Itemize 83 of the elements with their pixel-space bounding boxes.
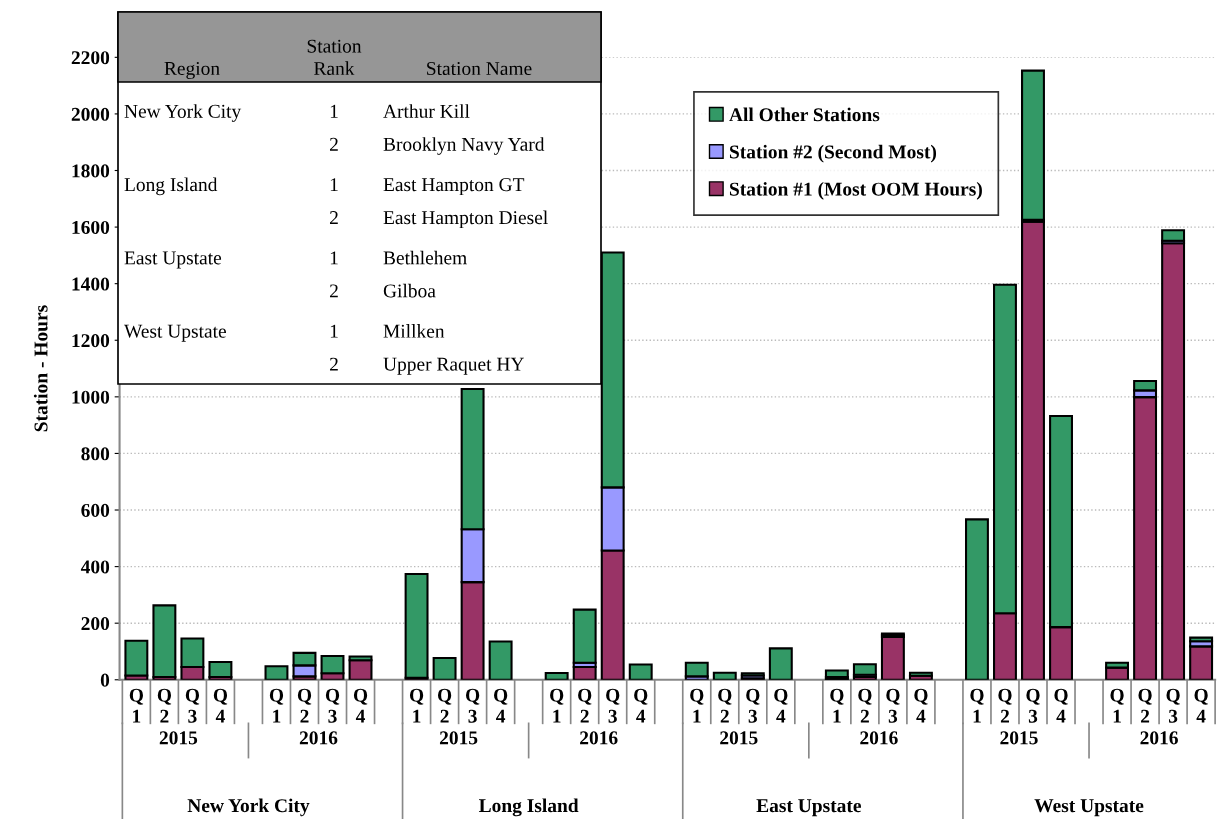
x-tick-label: Q 3	[886, 688, 900, 723]
y-tick-label: 2000	[71, 107, 110, 121]
text: 2015	[720, 731, 758, 745]
text: 2015	[439, 731, 478, 745]
annotation: East Hampton GT	[383, 178, 525, 196]
x-tick-label: Q 2	[998, 688, 1012, 723]
text: 2016	[1140, 731, 1178, 745]
annotation: New York City	[124, 104, 242, 122]
x-tick-label: Q 3	[185, 688, 200, 723]
x-tick-label: Q 4	[914, 688, 928, 723]
legend-label: All Other Stations	[729, 107, 880, 122]
y-tick-label: 600	[81, 503, 110, 517]
y-tick-label: 1400	[72, 277, 110, 291]
text: 2015	[1000, 731, 1038, 745]
annotation: 1	[330, 251, 338, 265]
x-tick-label: Q 4	[353, 688, 368, 723]
x-tick-label: Q 3	[746, 688, 760, 723]
legend-label: Station #2 (Second Most)	[729, 144, 937, 163]
y-tick-label: 0	[100, 673, 110, 687]
text: West Upstate	[1034, 799, 1144, 817]
x-tick-label: Q 2	[437, 688, 452, 723]
text: 2016	[860, 731, 898, 745]
x-tick-label: Q 3	[465, 688, 480, 723]
x-tick-label: Q 3	[325, 688, 340, 723]
x-tick-label: Q 1	[129, 688, 144, 723]
annotation: Upper Raquet HY	[383, 357, 524, 375]
annotation: 1	[330, 104, 338, 118]
x-tick-label: Q 2	[718, 688, 732, 723]
x-tick-label: Q 2	[1138, 688, 1152, 723]
text: New York City	[187, 798, 310, 817]
annotation: Long Island	[124, 177, 218, 196]
x-tick-label: Q 2	[297, 688, 312, 723]
y-tick-label: 200	[81, 617, 110, 631]
annotation: East Upstate	[124, 251, 222, 269]
x-tick-label: Q 4	[213, 688, 228, 723]
text: 2015	[159, 731, 198, 745]
text: Long Island	[478, 798, 579, 817]
x-tick-label: Q 1	[1110, 688, 1124, 723]
x-tick-label: Q 4	[494, 688, 508, 723]
annotation: Station Rank	[307, 39, 362, 76]
text: 2016	[580, 731, 618, 745]
text: East Upstate	[756, 799, 861, 817]
annotation: Millken	[383, 324, 445, 338]
annotation: 2	[329, 284, 338, 298]
x-tick-label: Q 2	[858, 688, 872, 723]
annotation: 1	[330, 178, 338, 191]
y-tick-label: 400	[80, 560, 110, 574]
annotation: 2	[329, 137, 338, 151]
x-tick-label: Q 1	[690, 688, 704, 723]
y-axis-title: Station - Hours	[33, 305, 48, 432]
x-tick-label: Q 2	[578, 688, 592, 723]
y-tick-label: 800	[81, 447, 110, 461]
x-tick-label: Q 3	[1026, 688, 1040, 723]
annotation: 1	[330, 324, 338, 338]
x-tick-label: Q 4	[634, 688, 648, 723]
y-tick-label: 2200	[71, 51, 110, 65]
annotation: Brooklyn Navy Yard	[383, 137, 545, 155]
y-tick-label: 1200	[72, 334, 110, 348]
x-tick-label: Q 1	[830, 688, 844, 723]
x-tick-label: Q 2	[157, 688, 172, 723]
text: 2016	[299, 731, 338, 745]
annotation: Bethlehem	[383, 250, 467, 265]
x-tick-label: Q 3	[1166, 688, 1180, 723]
y-tick-label: 1000	[72, 390, 110, 404]
y-tick-label: 1600	[72, 220, 110, 235]
annotation: East Hampton Diesel	[383, 210, 548, 229]
x-tick-label: Q 1	[970, 688, 984, 723]
annotation: Gilboa	[383, 283, 436, 298]
x-tick-label: Q 3	[606, 688, 620, 723]
y-tick-label: 1800	[72, 164, 110, 178]
x-tick-label: Q 4	[1054, 688, 1068, 723]
x-tick-label: Q 1	[269, 688, 284, 723]
annotation: West Upstate	[124, 324, 226, 342]
x-tick-label: Q 1	[550, 688, 564, 723]
annotation: Arthur Kill	[383, 104, 470, 118]
annotation: 2	[329, 357, 338, 371]
annotation: Region	[164, 61, 220, 79]
x-tick-label: Q 4	[1194, 688, 1208, 723]
x-tick-label: Q 4	[774, 688, 788, 723]
annotation: Station Name	[427, 61, 532, 76]
legend-label: Station #1 (Most OOM Hours)	[729, 182, 982, 200]
x-tick-label: Q 1	[409, 688, 424, 723]
annotation: 2	[329, 211, 338, 224]
